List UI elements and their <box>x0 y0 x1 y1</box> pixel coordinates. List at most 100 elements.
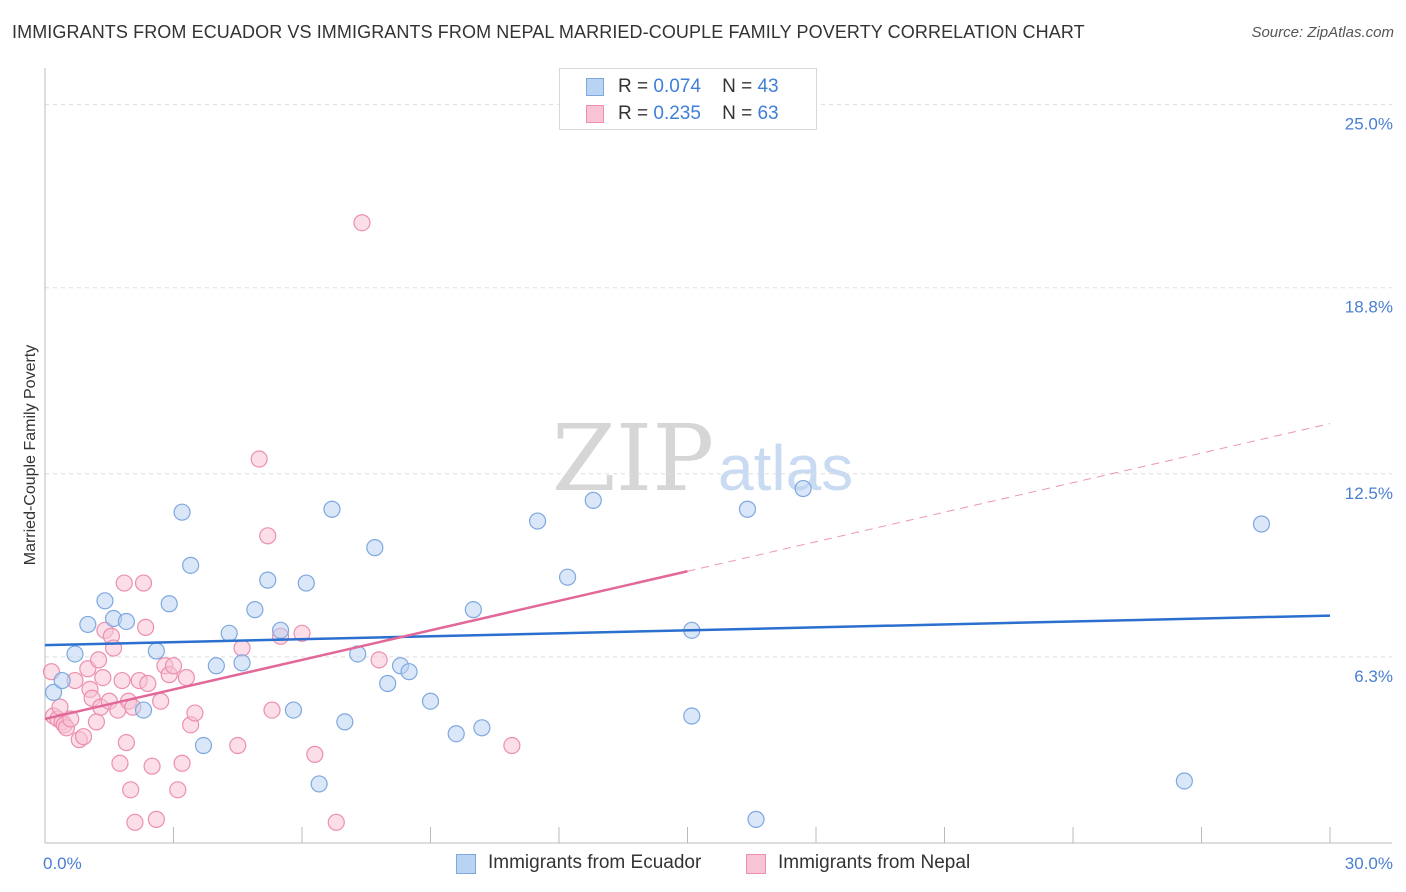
trend-lines <box>44 423 1331 721</box>
r-label: R = <box>618 103 649 124</box>
ecuador-point <box>173 503 191 521</box>
ecuador-point <box>182 556 200 574</box>
y-tick-label: 6.3% <box>1354 667 1393 686</box>
x-axis-ticks: 0.0% 30.0% <box>43 854 1393 873</box>
nepal-point <box>370 651 388 669</box>
nepal-point <box>503 736 521 755</box>
ecuador-point <box>259 571 277 589</box>
ecuador-point <box>473 719 491 737</box>
n-value: 63 <box>757 103 779 124</box>
nepal-trend-line <box>44 570 688 721</box>
n-value: 43 <box>757 76 779 97</box>
ecuador-trend-line <box>44 614 1331 647</box>
ecuador-point <box>44 683 63 701</box>
nepal-point <box>122 781 140 799</box>
ecuador-point <box>310 775 328 793</box>
ecuador-point <box>366 539 384 557</box>
ecuador-point <box>1252 515 1271 533</box>
nepal-point <box>139 674 157 693</box>
ecuador-swatch <box>586 78 604 96</box>
nepal-point <box>147 810 165 828</box>
ecuador-point <box>558 568 577 586</box>
nepal-point <box>164 657 183 675</box>
r-label: R = <box>618 76 649 97</box>
nepal-point <box>143 757 161 775</box>
watermark-atlas: atlas <box>718 432 853 504</box>
legend-label: Immigrants from Nepal <box>778 852 971 873</box>
ecuador-points <box>44 479 1271 828</box>
nepal-point <box>117 733 135 752</box>
nepal-point <box>173 754 191 772</box>
ecuador-point <box>683 707 701 725</box>
ecuador-point <box>528 512 547 530</box>
ecuador-point <box>117 612 135 631</box>
ecuador-point <box>584 491 602 509</box>
n-label: N = <box>722 103 753 124</box>
nepal-point <box>113 671 131 690</box>
ecuador-point <box>134 701 153 719</box>
nepal-point <box>115 574 133 592</box>
nepal-point <box>126 813 144 831</box>
gridlines <box>45 104 1392 658</box>
ecuador-point <box>271 621 290 639</box>
ecuador-point <box>284 701 303 719</box>
nepal-points <box>42 214 521 831</box>
ecuador-point <box>160 595 178 613</box>
ecuador-point <box>246 601 264 619</box>
r-value: 0.235 <box>653 103 701 124</box>
nepal-point <box>137 618 155 636</box>
axes <box>44 68 1392 844</box>
y-axis-label: Married-Couple Family Poverty <box>22 345 39 566</box>
x-tick-label: 0.0% <box>43 854 82 873</box>
chart-title: IMMIGRANTS FROM ECUADOR VS IMMIGRANTS FR… <box>12 22 1085 42</box>
r-value: 0.074 <box>653 76 701 97</box>
ecuador-point <box>464 601 482 619</box>
nepal-point <box>250 450 268 468</box>
nepal-point <box>263 701 281 719</box>
nepal-point <box>152 692 170 710</box>
source-credit: Source: ZipAtlas.com <box>1251 24 1394 41</box>
ecuador-point <box>336 713 354 731</box>
ecuador-point <box>79 615 97 634</box>
ecuador-point <box>66 645 84 663</box>
ecuador-point <box>747 810 765 828</box>
nepal-trend-extension <box>687 423 1331 572</box>
nepal-point <box>327 813 345 831</box>
ecuador-point <box>220 624 238 642</box>
ecuador-point <box>53 671 71 690</box>
ecuador-point <box>233 654 251 672</box>
nepal-swatch <box>586 105 604 123</box>
x-tick-label: 30.0% <box>1345 854 1393 873</box>
nepal-point <box>111 754 129 772</box>
nepal-point <box>233 639 251 657</box>
nepal-point <box>134 574 153 592</box>
ecuador-point <box>207 657 225 675</box>
ecuador-point <box>738 500 757 518</box>
ecuador-point <box>1175 772 1193 790</box>
y-tick-label: 18.8% <box>1345 298 1393 317</box>
n-label: N = <box>722 76 753 97</box>
nepal-point <box>87 713 106 731</box>
watermark-zip: ZIP <box>552 405 714 512</box>
ecuador-point <box>297 574 315 592</box>
nepal-point <box>229 736 247 755</box>
ecuador-point <box>147 642 165 660</box>
ecuador-point <box>379 674 397 693</box>
correlation-legend: R = 0.074 N = 43 R = 0.235 N = 63 <box>559 68 817 130</box>
ecuador-swatch <box>456 854 476 874</box>
y-tick-label: 25.0% <box>1345 115 1393 134</box>
nepal-swatch <box>746 854 766 874</box>
ecuador-point <box>447 725 465 743</box>
y-tick-label: 12.5% <box>1345 484 1393 503</box>
nepal-point <box>169 781 187 799</box>
nepal-point <box>177 668 195 687</box>
ecuador-point <box>421 692 440 710</box>
nepal-point <box>259 527 277 545</box>
nepal-point <box>293 624 311 642</box>
legend-label: Immigrants from Ecuador <box>488 852 702 873</box>
nepal-point <box>306 745 324 763</box>
nepal-point <box>74 728 93 746</box>
ecuador-point <box>194 736 213 755</box>
nepal-point <box>94 668 112 687</box>
